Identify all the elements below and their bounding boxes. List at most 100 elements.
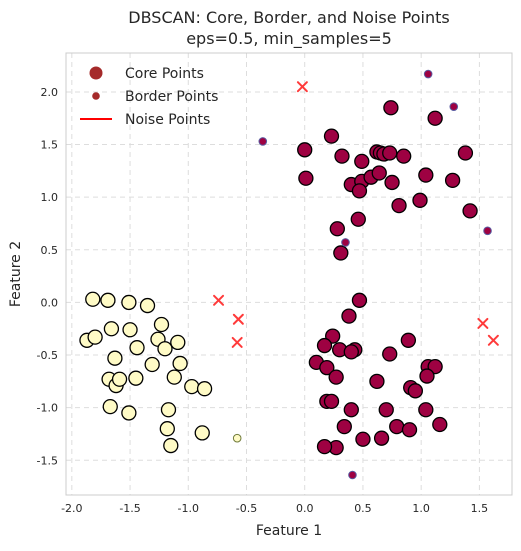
core-point-cluster-b (343, 344, 359, 360)
core-point-cluster-b (369, 373, 385, 389)
core-point-cluster-b (400, 332, 417, 348)
core-point-cluster-a (170, 334, 186, 351)
noise-point (296, 81, 308, 93)
core-point-cluster-a (196, 381, 213, 397)
y-tick-label: 1.5 (41, 139, 59, 152)
core-point-cluster-b (316, 438, 333, 455)
legend-core-marker (89, 66, 103, 80)
core-point-cluster-b (384, 174, 400, 191)
legend-label: Noise Points (125, 112, 210, 128)
x-tick-label: 0.0 (296, 502, 314, 515)
core-point-cluster-a (122, 322, 138, 338)
legend-label: Border Points (125, 89, 218, 105)
x-axis-label: Feature 1 (256, 523, 322, 539)
tick-label-layer: -2.0 -1.5 -1.0 -0.5 0.0 0.5 1.0 1.5 -1.5 -1.0 -0.5… (37, 86, 489, 515)
noise-point-stroke (487, 334, 499, 346)
core-point-cluster-b (418, 167, 434, 183)
core-point-cluster-b (444, 172, 461, 188)
core-point-cluster-b (334, 148, 350, 164)
core-point-cluster-b (432, 416, 448, 433)
core-point-cluster-a (87, 329, 103, 345)
core-point-cluster-b (412, 192, 428, 208)
core-point-cluster-b (382, 145, 398, 161)
y-tick-label: -0.5 (37, 349, 58, 362)
y-tick-label: -1.0 (37, 402, 58, 415)
core-point-cluster-b (371, 165, 387, 181)
core-point-cluster-a (107, 350, 123, 366)
noise-point-stroke (296, 81, 308, 93)
border-point-cluster-b (423, 69, 433, 79)
core-point-cluster-b (391, 197, 407, 214)
y-tick-label: 0.5 (41, 244, 59, 257)
border-point-cluster-b (449, 102, 459, 111)
core-point-cluster-a (160, 402, 177, 418)
legend-border-marker (92, 92, 100, 100)
core-point-cluster-b (354, 153, 370, 170)
x-tick-label: -1.0 (178, 502, 199, 515)
core-point-cluster-a (103, 321, 120, 337)
core-point-cluster-b (336, 418, 352, 435)
x-tick-label: -1.5 (119, 502, 140, 515)
core-point-cluster-b (396, 148, 412, 164)
grid-layer (66, 53, 512, 495)
x-tick-label: -2.0 (61, 502, 82, 515)
core-point-cluster-b (407, 383, 423, 399)
core-point-cluster-b (350, 211, 366, 227)
chart-subtitle: eps=0.5, min_samples=5 (186, 29, 392, 49)
core-point-cluster-b (355, 431, 371, 447)
core-point-cluster-a (144, 356, 160, 373)
border-point-cluster-a (232, 433, 242, 443)
core-point-cluster-a (102, 398, 118, 415)
core-point-cluster-a (121, 294, 137, 311)
core-point-cluster-b (383, 100, 399, 116)
legend: Core Points Border Points Noise Points (80, 66, 218, 128)
noise-point-stroke (232, 313, 244, 325)
border-point-cluster-b (348, 470, 357, 480)
core-point-cluster-b (418, 402, 434, 418)
core-point-cluster-b (333, 245, 349, 261)
core-point-cluster-b (389, 418, 405, 435)
core-point-cluster-a (166, 369, 182, 385)
x-tick-label: 1.5 (471, 502, 489, 515)
plot-frame (65, 52, 513, 496)
core-point-cluster-b (298, 170, 314, 186)
core-point-cluster-b (351, 292, 368, 308)
y-axis-label: Feature 2 (8, 241, 24, 307)
core-point-cluster-b (378, 402, 394, 418)
core-point-cluster-b (382, 346, 398, 362)
noise-point-stroke (477, 317, 489, 329)
x-tick-label: 1.0 (412, 502, 430, 515)
core-point-cluster-b (297, 142, 313, 158)
core-point-cluster-a (100, 292, 116, 308)
core-point-cluster-a (172, 355, 188, 372)
core-point-cluster-a (129, 340, 145, 356)
core-point-cluster-a (184, 378, 200, 395)
noise-point (213, 294, 225, 306)
border-point-cluster-b (258, 137, 268, 146)
core-point-cluster-a (153, 316, 170, 333)
core-point-cluster-b (351, 183, 368, 199)
core-point-cluster-a (85, 291, 101, 307)
x-tick-label: -0.5 (236, 502, 257, 515)
core-point-cluster-a (139, 297, 156, 314)
x-tick-label: 0.5 (354, 502, 372, 515)
core-point-cluster-a (128, 370, 144, 386)
core-point-cluster-b (316, 337, 333, 354)
points-layer (79, 69, 499, 480)
core-point-cluster-a (159, 421, 175, 437)
y-tick-label: -1.5 (37, 454, 58, 467)
core-point-cluster-b (427, 110, 443, 126)
core-point-cluster-b (329, 221, 345, 237)
noise-point-stroke (213, 294, 225, 306)
core-point-cluster-b (373, 430, 390, 446)
y-tick-label: 2.0 (41, 86, 59, 99)
core-point-cluster-a (121, 405, 137, 421)
core-point-cluster-b (401, 422, 418, 438)
legend-label: Core Points (125, 66, 204, 82)
core-point-cluster-b (462, 203, 478, 219)
core-point-cluster-a (163, 437, 179, 454)
core-point-cluster-b (319, 360, 335, 376)
y-tick-label: 0.0 (41, 296, 59, 309)
core-point-cluster-b (419, 368, 435, 384)
